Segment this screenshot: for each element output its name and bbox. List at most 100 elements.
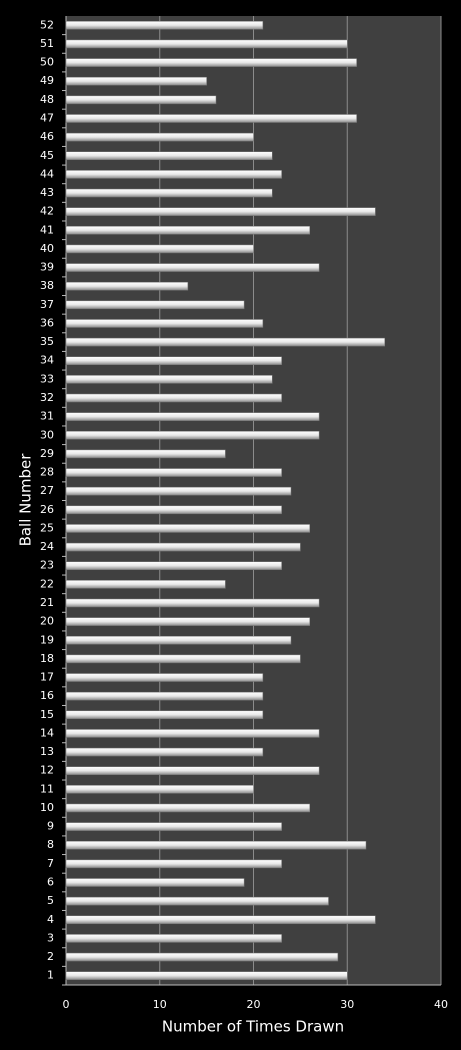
- bar: [65, 188, 273, 198]
- y-tick-label: 49: [40, 74, 54, 87]
- y-tick-label: 11: [40, 782, 54, 795]
- bar: [65, 431, 320, 440]
- y-tick-label: 37: [40, 298, 54, 311]
- bar: [65, 21, 264, 30]
- bar: [65, 524, 310, 533]
- bar: [65, 617, 310, 626]
- bar: [65, 170, 282, 179]
- y-tick-label: 46: [40, 130, 54, 143]
- bar: [65, 785, 254, 794]
- y-tick-label: 26: [40, 503, 54, 516]
- bar: [65, 952, 339, 962]
- bar: [65, 673, 264, 682]
- bar: [65, 114, 357, 123]
- bar: [65, 859, 282, 869]
- bar: [65, 691, 264, 701]
- y-tick-label: 50: [40, 56, 54, 69]
- y-tick-label: 42: [40, 205, 54, 218]
- y-tick-label: 28: [40, 466, 54, 479]
- y-tick-label: 33: [40, 372, 54, 385]
- y-tick-label: 40: [40, 242, 54, 255]
- y-tick-label: 35: [40, 335, 54, 348]
- y-tick-label: 10: [40, 801, 54, 814]
- y-tick-label: 23: [40, 559, 54, 572]
- x-tick-label: 20: [247, 998, 261, 1011]
- y-tick-label: 13: [40, 745, 54, 758]
- y-tick-label: 22: [40, 577, 54, 590]
- y-tick-label: 12: [40, 764, 54, 777]
- bar: [65, 505, 282, 515]
- y-tick-label: 15: [40, 708, 54, 721]
- y-tick-label: 29: [40, 447, 54, 460]
- bar: [65, 337, 385, 347]
- y-tick-label: 19: [40, 633, 54, 646]
- y-tick-label: 4: [47, 913, 54, 926]
- bar: [65, 710, 264, 720]
- bar: [65, 412, 320, 421]
- bar: [65, 766, 320, 775]
- y-tick-label: 41: [40, 223, 54, 236]
- y-tick-label: 20: [40, 615, 54, 628]
- bar: [65, 878, 245, 887]
- bar: [65, 542, 301, 552]
- y-tick-label: 6: [47, 876, 54, 889]
- y-tick-label: 52: [40, 18, 54, 31]
- bar: [65, 729, 320, 738]
- bar: [65, 598, 320, 608]
- bar: [65, 207, 376, 216]
- y-tick-label: 31: [40, 410, 54, 423]
- bar: [65, 747, 264, 757]
- bar: [65, 244, 254, 254]
- y-axis-title: Ball Number: [17, 453, 35, 547]
- y-tick-label: 1: [47, 969, 54, 982]
- bar: [65, 561, 282, 570]
- bar: [65, 39, 348, 49]
- bar: [65, 468, 282, 477]
- y-tick-label: 7: [47, 857, 54, 870]
- x-tick-label: 0: [63, 998, 70, 1011]
- y-tick-label: 18: [40, 652, 54, 665]
- bar: [65, 971, 348, 980]
- y-tick-label: 48: [40, 93, 54, 106]
- y-tick-label: 32: [40, 391, 54, 404]
- bar: [65, 636, 292, 645]
- bar: [65, 822, 282, 831]
- bar: [65, 76, 207, 86]
- y-tick-label: 36: [40, 316, 54, 329]
- y-tick-label: 43: [40, 186, 54, 199]
- y-tick-label: 51: [40, 37, 54, 50]
- bar: [65, 375, 273, 384]
- x-tick-label: 40: [434, 998, 448, 1011]
- bar: [65, 803, 310, 813]
- bar: [65, 356, 282, 365]
- y-tick-label: 24: [40, 540, 54, 553]
- bar: [65, 319, 264, 328]
- y-tick-label: 45: [40, 149, 54, 162]
- y-tick-label: 9: [47, 820, 54, 833]
- y-tick-label: 3: [47, 931, 54, 944]
- y-tick-label: 14: [40, 726, 54, 739]
- y-tick-label: 34: [40, 354, 54, 367]
- x-tick-label: 10: [153, 998, 167, 1011]
- bar: [65, 95, 217, 105]
- y-tick-label: 25: [40, 521, 54, 534]
- y-tick-label: 38: [40, 279, 54, 292]
- bar: [65, 840, 367, 850]
- y-tick-label: 8: [47, 838, 54, 851]
- y-tick-label: 27: [40, 484, 54, 497]
- y-tick-label: 17: [40, 671, 54, 684]
- y-tick-label: 2: [47, 950, 54, 963]
- bar: [65, 486, 292, 496]
- bar: [65, 58, 357, 67]
- bar: [65, 580, 226, 589]
- bar: [65, 151, 273, 161]
- bar: [65, 449, 226, 459]
- bar: [65, 300, 245, 310]
- bar: [65, 654, 301, 664]
- bar: [65, 915, 376, 925]
- bar: [65, 132, 254, 142]
- y-tick-label: 5: [47, 894, 54, 907]
- y-tick-label: 44: [40, 167, 54, 180]
- y-tick-label: 16: [40, 689, 54, 702]
